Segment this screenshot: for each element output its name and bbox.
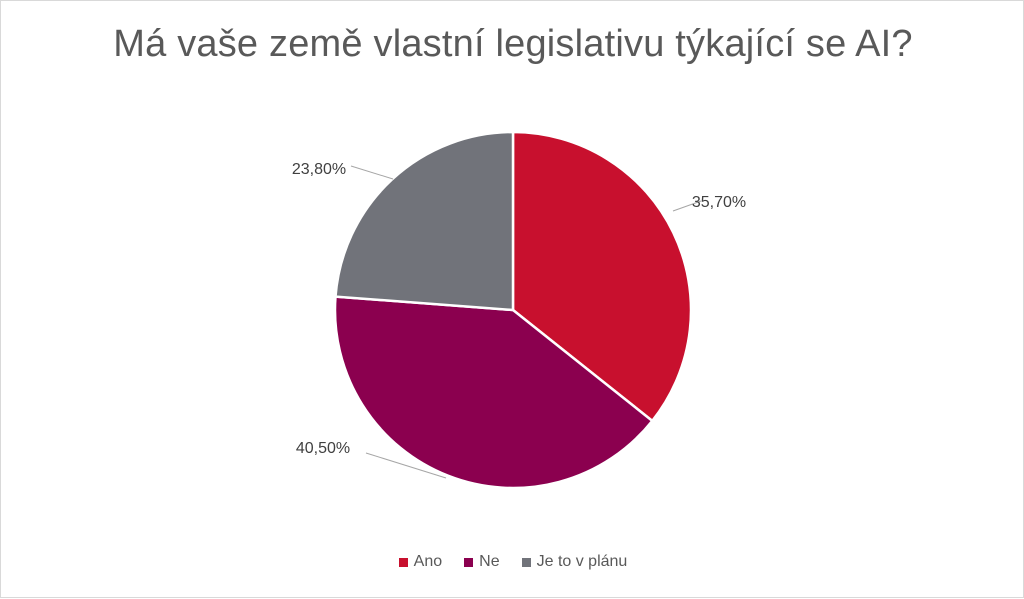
legend-item-ano[interactable]: Ano [398,553,443,571]
chart-title: Má vaše země vlastní legislativu týkajíc… [113,23,913,65]
data-label: 23,80% [292,161,346,178]
legend-item-planned[interactable]: Je to v plánu [521,553,628,571]
legend-label: Ne [479,553,500,570]
slice-ano[interactable] [511,130,693,423]
legend-swatch [464,557,474,567]
slice-planned[interactable] [334,130,515,312]
legend-label: Je to v plánu [536,553,628,570]
leader-line [350,165,394,180]
legend-label: Ano [413,553,443,570]
leader-line [365,452,447,479]
legend-swatch [521,557,531,567]
slice-ne[interactable] [333,295,655,490]
legend-swatch [398,557,408,567]
leader-line [672,200,702,212]
data-label: 40,50% [296,440,350,457]
legend: Ano Ne Je to v plánu [1,553,1024,571]
data-label: 35,70% [692,194,746,211]
legend-item-ne[interactable]: Ne [464,553,500,571]
